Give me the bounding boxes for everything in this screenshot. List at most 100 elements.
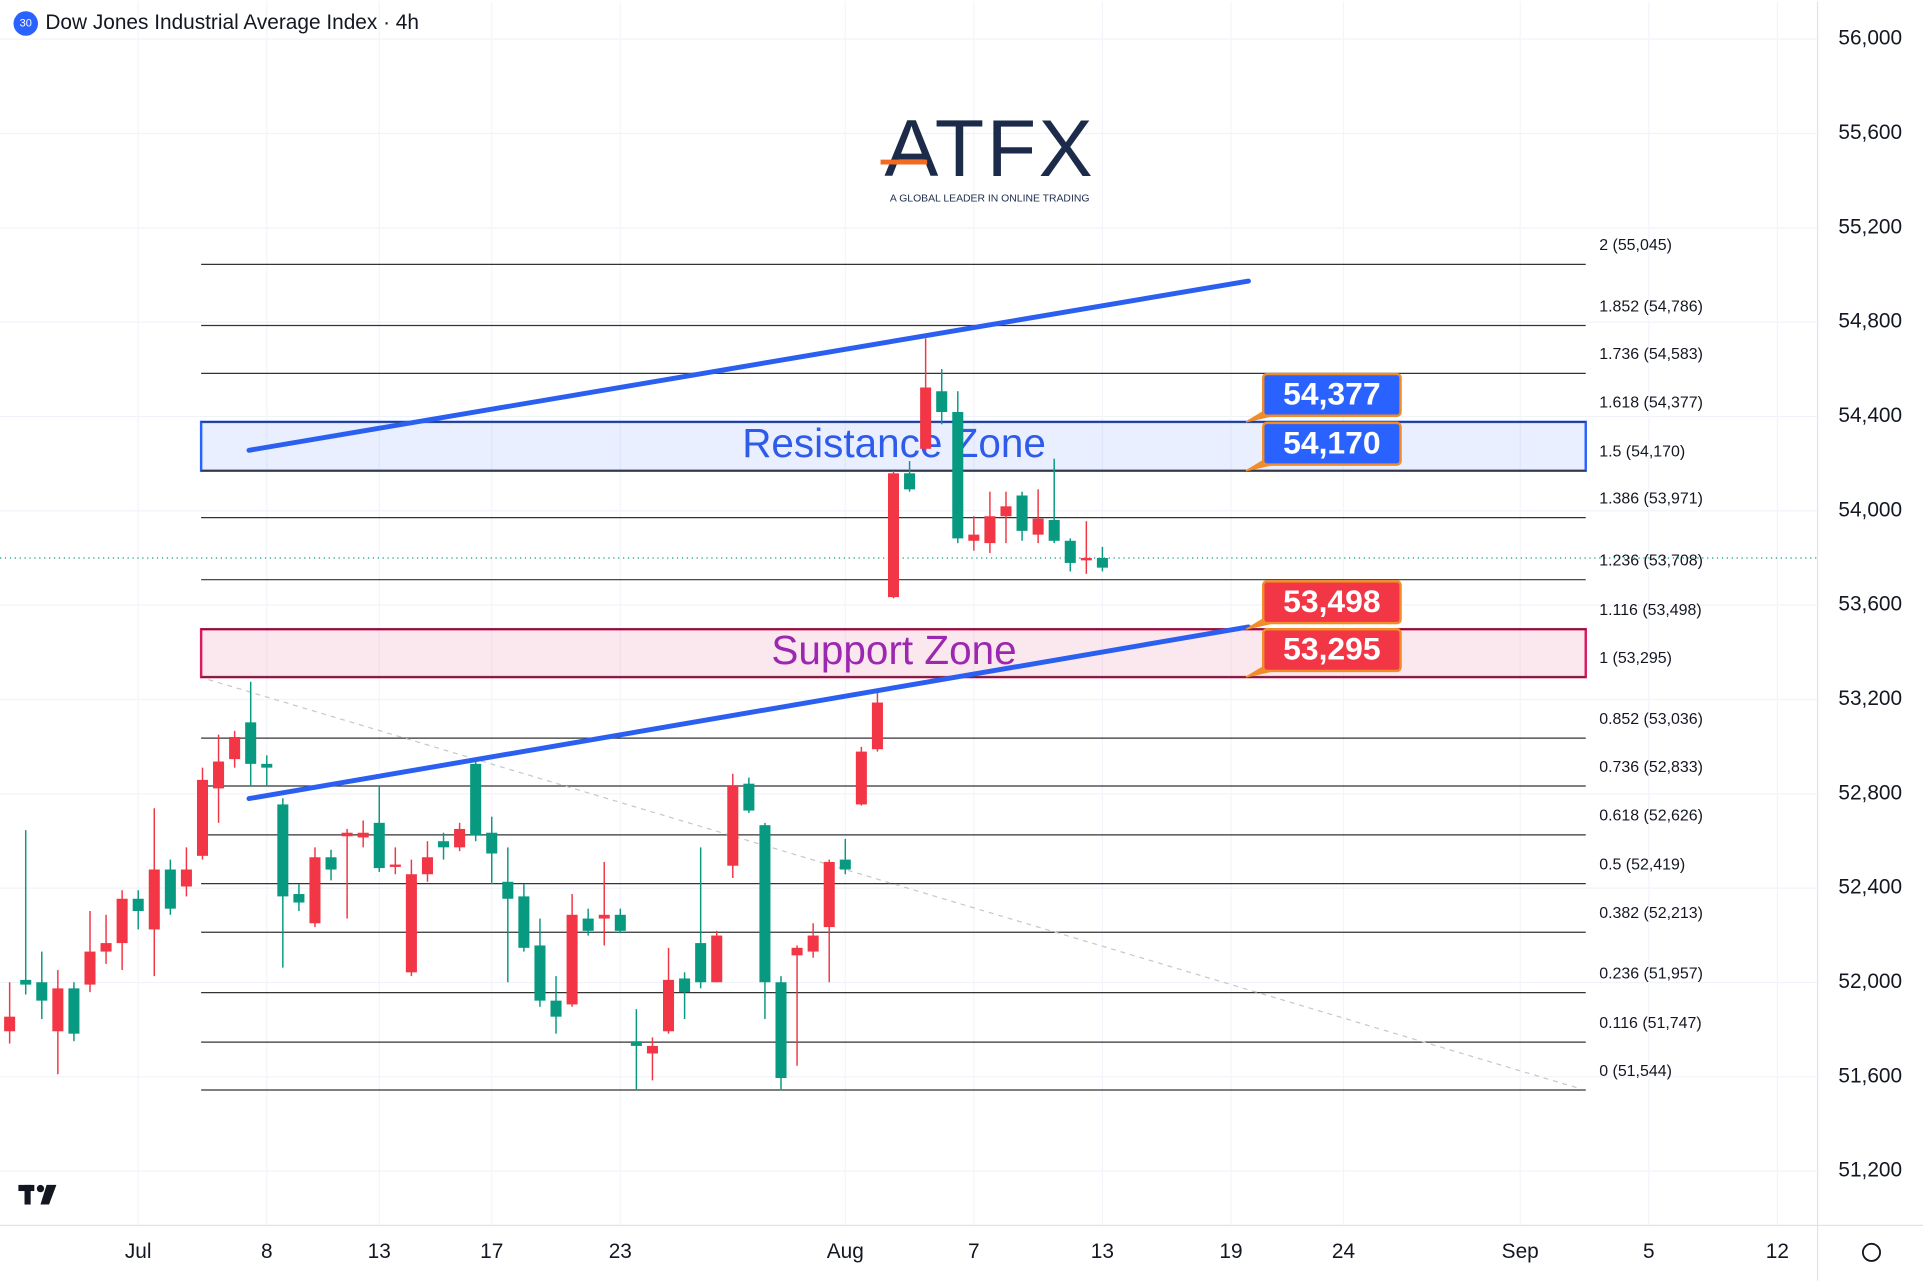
- candle-body: [229, 736, 241, 760]
- price-tag-label: 53,498: [1283, 583, 1380, 619]
- candle-body: [823, 861, 835, 928]
- y-tick-label: 52,400: [1838, 876, 1902, 899]
- candle-body: [1064, 540, 1076, 563]
- candle-body: [100, 943, 112, 952]
- x-tick-label: Sep: [1502, 1240, 1539, 1263]
- candle-body: [116, 898, 128, 944]
- y-tick-label: 54,800: [1838, 310, 1902, 333]
- fib-label: 2 (55,045): [1599, 237, 1672, 254]
- axes: 51,200 51,600 52,000 52,400 52,800 53,200 53,6…: [125, 27, 1902, 1263]
- price-tag: [1261, 580, 1402, 625]
- candle-body: [502, 881, 514, 899]
- candle-body: [341, 832, 353, 837]
- candle-body: [518, 896, 530, 948]
- logo-text: ATFX: [884, 104, 1095, 194]
- candle-body: [20, 979, 32, 985]
- candle-body: [196, 779, 209, 856]
- x-tick-label: 19: [1219, 1240, 1242, 1263]
- candle-body: [132, 898, 144, 912]
- candle-body: [389, 864, 401, 867]
- candle-body: [277, 804, 289, 897]
- candle-body: [1096, 557, 1108, 568]
- candle-body: [968, 534, 980, 541]
- candle-body: [213, 761, 225, 789]
- x-tick-label: 24: [1332, 1240, 1355, 1263]
- y-tick-label: 51,200: [1838, 1159, 1902, 1182]
- candle-body: [662, 979, 675, 1032]
- fib-label: 0.618 (52,626): [1599, 808, 1703, 825]
- x-tick-label: 13: [1091, 1240, 1114, 1263]
- candle-body: [486, 832, 498, 854]
- candle-body: [598, 914, 610, 919]
- zone-label: Support Zone: [771, 627, 1016, 673]
- candle-body: [373, 822, 385, 869]
- x-tick-label: 23: [609, 1240, 632, 1263]
- fib-label: 1.5 (54,170): [1599, 444, 1685, 461]
- upper-channel-line: [246, 278, 1251, 453]
- candle-body: [1048, 520, 1060, 541]
- y-tick-label: 51,600: [1838, 1064, 1902, 1087]
- candle-body: [904, 473, 916, 490]
- candle-body: [582, 918, 594, 931]
- candle-body: [325, 857, 337, 870]
- candle-body: [791, 947, 803, 956]
- zone-label: Resistance Zone: [742, 420, 1046, 466]
- candle-body: [261, 763, 273, 768]
- settings-icon[interactable]: [1861, 1242, 1881, 1262]
- fib-label: 1.618 (54,377): [1599, 395, 1703, 412]
- fib-label: 0.5 (52,419): [1599, 856, 1685, 873]
- candle-body: [245, 722, 257, 764]
- candles: [4, 338, 1108, 1091]
- price-tag: [1261, 372, 1402, 418]
- candle-body: [36, 982, 48, 1001]
- x-tick-label: 8: [261, 1240, 273, 1263]
- chart-title: Dow Jones Industrial Average Index · 4h: [45, 11, 419, 34]
- price-tag-label: 54,377: [1283, 376, 1380, 412]
- tv-logo: [18, 1184, 57, 1205]
- x-tick-label: 5: [1643, 1240, 1655, 1263]
- candle-body: [1080, 557, 1092, 561]
- fib-label: 0.382 (52,213): [1599, 905, 1703, 922]
- candle-body: [534, 945, 546, 1001]
- candle-body: [164, 869, 176, 909]
- fib-label: 1.736 (54,583): [1599, 346, 1703, 363]
- logo: ATFX A GLOBAL LEADER IN ONLINE TRADING: [880, 104, 1095, 205]
- candle-body: [839, 859, 851, 870]
- candle-body: [920, 387, 932, 449]
- y-tick-label: 53,600: [1838, 593, 1902, 616]
- candle-body: [405, 874, 417, 973]
- logo-tagline: A GLOBAL LEADER IN ONLINE TRADING: [890, 194, 1090, 205]
- price-tag: [1261, 421, 1402, 466]
- fib-label: 1.386 (53,971): [1599, 490, 1703, 507]
- dashed-trendline: [208, 679, 1583, 1090]
- y-tick-label: 52,800: [1838, 781, 1902, 804]
- candle-body: [84, 951, 96, 985]
- fib-label: 0.852 (53,036): [1599, 711, 1703, 728]
- candle-body: [1032, 518, 1044, 535]
- candle-body: [550, 1000, 562, 1017]
- y-tick-label: 53,200: [1838, 687, 1902, 710]
- symbol-badge: [13, 11, 39, 36]
- candle-body: [614, 914, 626, 931]
- x-tick-label: 17: [480, 1240, 503, 1263]
- x-tick-label: Aug: [827, 1240, 864, 1263]
- y-tick-label: 52,000: [1838, 970, 1902, 993]
- candle-body: [293, 894, 305, 903]
- candle-body: [984, 516, 996, 544]
- candle-body: [1000, 506, 1012, 517]
- y-tick-label: 54,400: [1838, 404, 1902, 427]
- candle-body: [871, 702, 883, 750]
- grid: [0, 1, 1818, 1226]
- price-tags: 54,377 54,170 53,498 53,295: [1245, 372, 1402, 678]
- candle-body: [630, 1041, 642, 1046]
- fib-label: 0.116 (51,747): [1599, 1015, 1702, 1032]
- candle-body: [711, 935, 723, 983]
- price-tag-label: 54,170: [1283, 424, 1380, 460]
- candle-body: [357, 832, 369, 838]
- candle-body: [646, 1045, 658, 1054]
- candle-body: [695, 943, 707, 983]
- price-tag-label: 53,295: [1283, 631, 1380, 667]
